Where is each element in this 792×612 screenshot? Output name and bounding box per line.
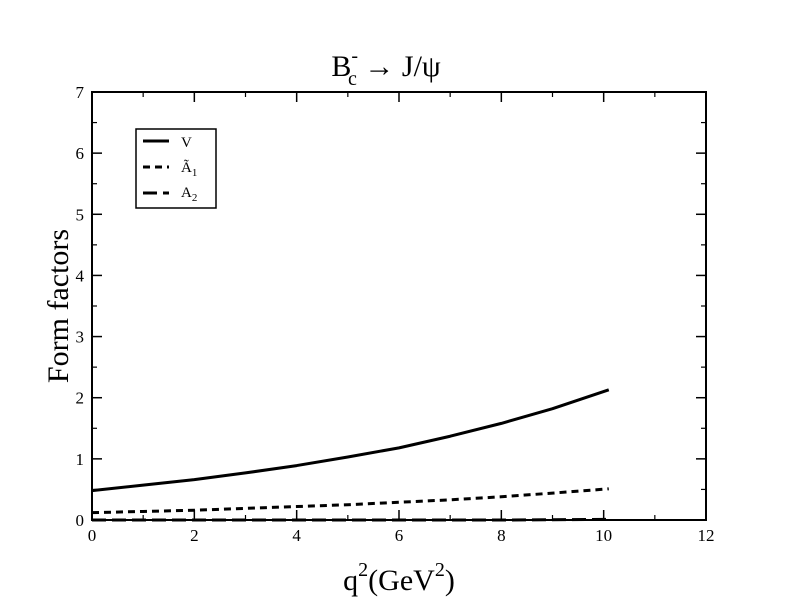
x-tick-label: 2 — [190, 526, 199, 545]
x-axis-label: q2(GeV2) — [343, 559, 455, 597]
y-tick-label: 7 — [76, 83, 85, 102]
series-line-a2 — [92, 517, 609, 522]
y-tick-label: 5 — [76, 205, 85, 224]
y-tick-label: 2 — [76, 389, 85, 408]
y-tick-label: 4 — [76, 266, 85, 285]
series-line-a1-tilde — [91, 487, 609, 515]
legend-label-a1-tilde: Ã1 — [181, 160, 197, 179]
y-axis-label: Form factors — [42, 229, 75, 383]
x-tick-label: 0 — [88, 526, 97, 545]
legend-label-v: V — [181, 135, 192, 151]
x-tick-label: 8 — [497, 526, 506, 545]
y-tick-label: 6 — [76, 144, 85, 163]
x-tick-label: 12 — [698, 526, 715, 545]
series-lines — [91, 388, 610, 522]
chart-title: B-c → J/ψ — [331, 45, 441, 90]
x-tick-label: 10 — [595, 526, 612, 545]
legend: V Ã1 A2 — [135, 128, 217, 209]
y-tick-label: 1 — [76, 450, 85, 469]
series-line-v — [91, 388, 610, 493]
legend-label-a2: A2 — [181, 185, 197, 204]
y-tick-label: 3 — [76, 328, 85, 347]
x-tick-label: 4 — [292, 526, 301, 545]
x-tick-label: 6 — [395, 526, 404, 545]
y-tick-label: 0 — [76, 511, 85, 530]
